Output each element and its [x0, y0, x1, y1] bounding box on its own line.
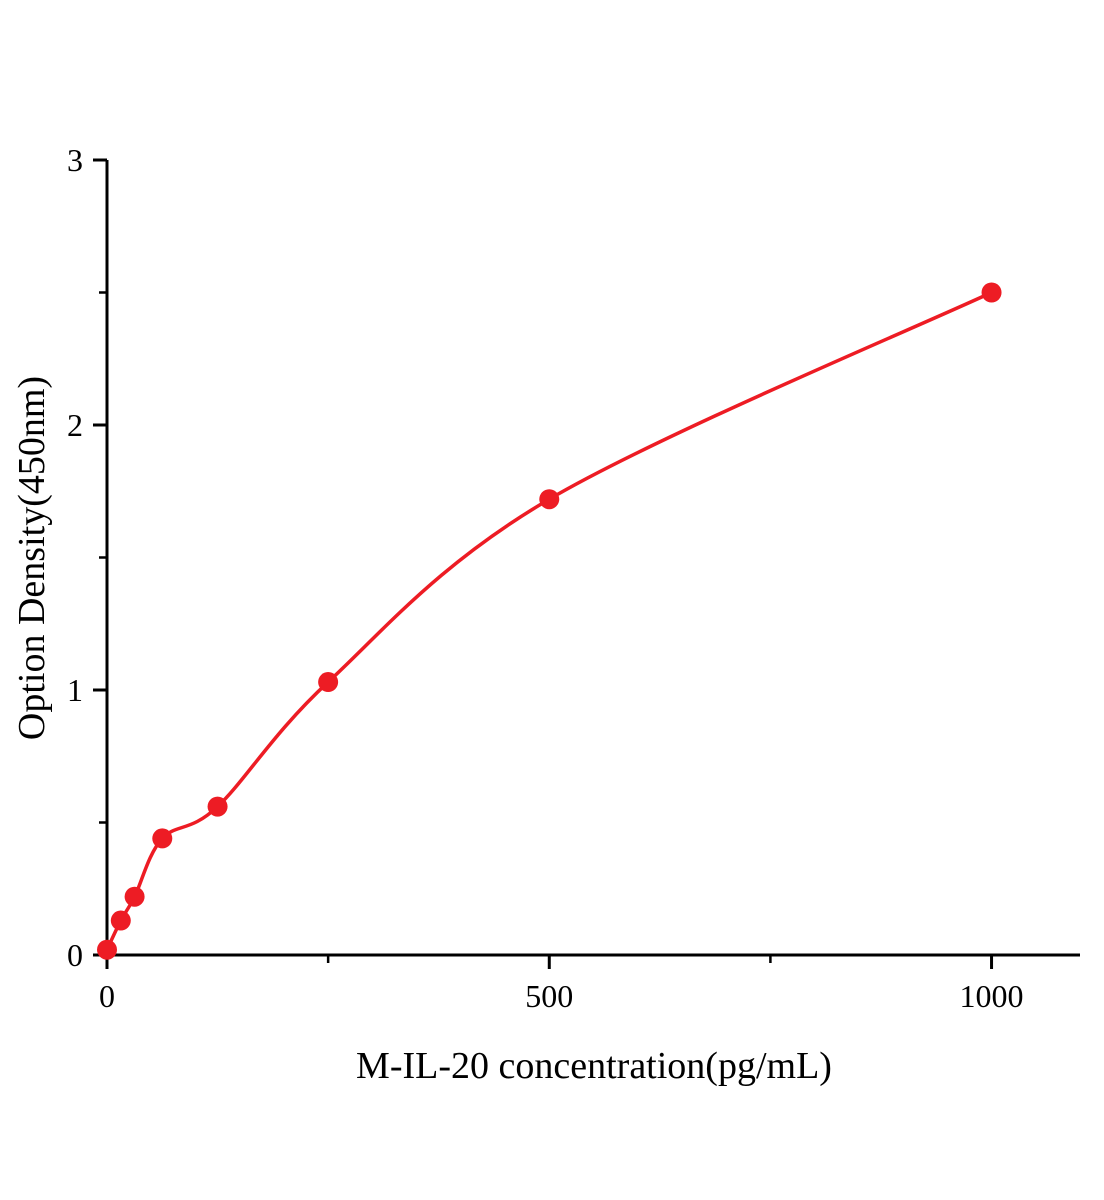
data-point: [539, 489, 560, 510]
y-axis-title: Option Density(450nm): [11, 376, 53, 740]
plot-area: 0 500 1000 0 1 2 3: [67, 142, 1080, 1014]
y-tick-label: 0: [67, 937, 83, 973]
data-point: [124, 886, 145, 907]
fit-curve: [105, 290, 994, 952]
y-tick-label: 3: [67, 142, 83, 178]
y-tick-label: 1: [67, 672, 83, 708]
data-point: [981, 282, 1002, 303]
y-tick-label: 2: [67, 407, 83, 443]
x-tick-label: 500: [525, 978, 573, 1014]
x-axis-title: M-IL-20 concentration(pg/mL): [356, 1045, 832, 1087]
data-point: [318, 672, 339, 693]
data-point: [110, 910, 131, 931]
x-tick-label: 0: [99, 978, 115, 1014]
x-tick-label: 1000: [960, 978, 1024, 1014]
data-point: [152, 828, 173, 849]
data-point: [207, 796, 228, 817]
data-point: [97, 939, 117, 960]
